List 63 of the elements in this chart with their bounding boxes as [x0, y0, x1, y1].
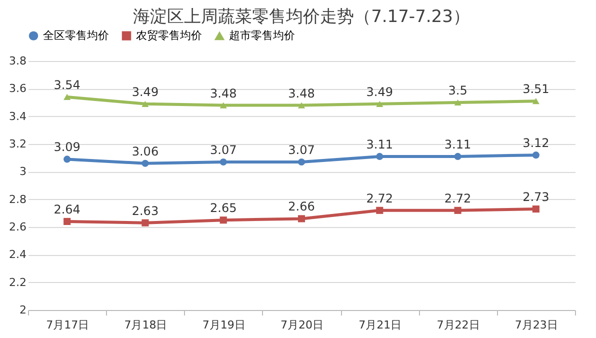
data-label: 3.07 [210, 142, 237, 157]
legend-label: 全区零售均价 [43, 28, 109, 42]
point [532, 98, 540, 104]
x-tick-label: 7月22日 [436, 318, 480, 332]
chart-title: 海淀区上周蔬菜零售均价走势（7.17-7.23） [133, 7, 470, 27]
y-tick-label: 2 [20, 304, 26, 316]
y-tick-label: 3.2 [9, 138, 26, 150]
point [142, 160, 149, 167]
data-label: 2.73 [522, 190, 550, 204]
y-tick-label: 2.4 [9, 248, 26, 262]
data-label: 3.11 [366, 137, 393, 152]
y-tick-label: 2.6 [9, 220, 26, 234]
data-label: 2.66 [288, 200, 315, 214]
data-label: 3.12 [522, 136, 550, 150]
data-label: 3.06 [132, 144, 159, 158]
data-label: 3.5 [448, 84, 468, 98]
data-label: 2.65 [210, 201, 237, 216]
point [298, 158, 306, 166]
data-label: 3.48 [210, 86, 237, 100]
point [220, 102, 227, 108]
data-label: 3.11 [444, 137, 472, 152]
point [376, 152, 384, 160]
data-label: 3.54 [54, 78, 80, 92]
legend-label: 农贸零售均价 [136, 28, 202, 42]
y-tick-label: 2.8 [9, 192, 26, 206]
data-label: 2.72 [366, 191, 393, 206]
point [64, 94, 71, 100]
data-label: 2.63 [132, 204, 159, 218]
point [142, 100, 149, 107]
data-label: 3.07 [288, 142, 315, 157]
point [220, 158, 227, 166]
data-label: 2.64 [54, 202, 80, 216]
point [454, 152, 462, 160]
point [142, 219, 149, 226]
x-tick-label: 7月19日 [202, 318, 246, 332]
y-tick-label: 3.4 [9, 110, 26, 123]
point [376, 100, 384, 107]
point [454, 99, 462, 106]
data-label: 3.09 [54, 140, 80, 154]
point [298, 215, 306, 222]
x-tick-label: 7月20日 [280, 318, 324, 332]
point [64, 156, 71, 163]
legend-label: 超市零售均价 [229, 29, 295, 42]
data-label: 3.48 [288, 86, 315, 100]
y-tick-label: 3.6 [9, 82, 26, 96]
x-tick-label: 7月18日 [124, 318, 168, 332]
point [220, 216, 227, 224]
point [454, 206, 462, 214]
y-tick-label: 3.8 [9, 54, 26, 68]
point [298, 102, 306, 108]
x-tick-label: 7月23日 [514, 318, 558, 332]
data-label: 3.51 [522, 82, 550, 96]
point [532, 205, 540, 213]
x-tick-label: 7月17日 [46, 318, 90, 332]
data-label: 3.49 [366, 84, 393, 99]
y-tick-label: 2.2 [9, 276, 26, 289]
y-tick-label: 3 [20, 165, 26, 178]
data-label: 2.72 [444, 191, 472, 206]
data-label: 3.49 [132, 84, 159, 99]
point [64, 218, 71, 225]
point [376, 206, 384, 214]
point [532, 152, 540, 159]
x-tick-label: 7月21日 [358, 318, 402, 332]
